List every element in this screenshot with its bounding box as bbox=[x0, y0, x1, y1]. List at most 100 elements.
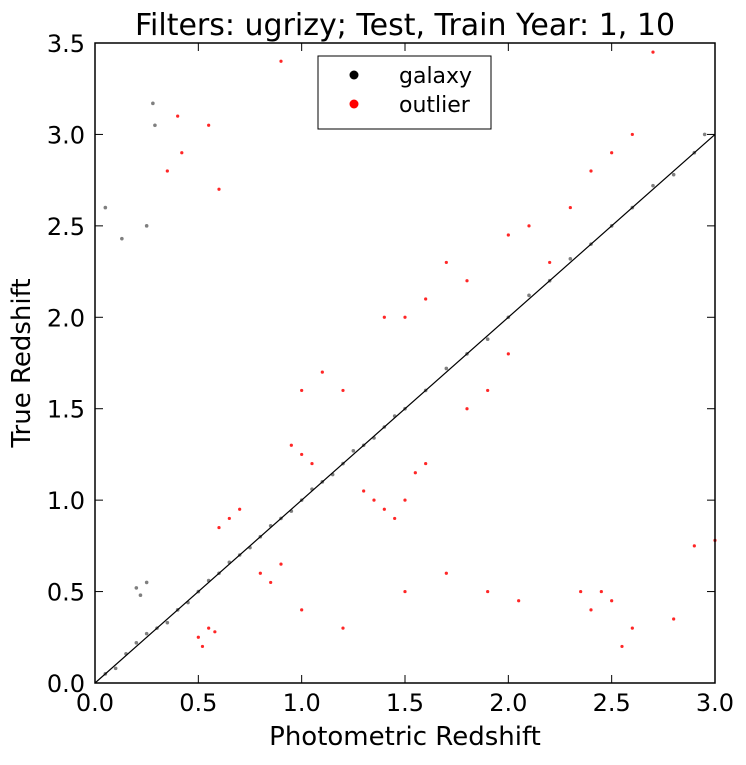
outlier-point bbox=[300, 608, 304, 612]
galaxy-point bbox=[702, 132, 707, 137]
outlier-point bbox=[527, 224, 531, 228]
y-tick-label: 3.5 bbox=[47, 30, 85, 58]
outlier-point bbox=[424, 297, 428, 301]
outlier-point bbox=[444, 260, 448, 265]
galaxy-point bbox=[103, 205, 108, 210]
x-tick-label: 2.0 bbox=[489, 689, 527, 717]
x-axis-title: Photometric Redshift bbox=[269, 722, 541, 752]
galaxy-point bbox=[165, 620, 170, 625]
galaxy-point bbox=[151, 101, 155, 106]
outlier-point bbox=[589, 169, 593, 173]
galaxy-point bbox=[134, 640, 139, 645]
y-tick-label: 2.5 bbox=[47, 213, 85, 241]
x-tick-label: 1.5 bbox=[386, 689, 424, 717]
outlier-point bbox=[300, 452, 304, 457]
galaxy-point bbox=[351, 448, 356, 453]
outlier-point bbox=[517, 599, 521, 603]
legend-label-galaxy: galaxy bbox=[399, 64, 472, 89]
outlier-point bbox=[506, 352, 510, 356]
outlier-point bbox=[486, 388, 490, 393]
outlier-point bbox=[672, 617, 676, 621]
outlier-point bbox=[180, 151, 184, 155]
outlier-point bbox=[341, 388, 345, 393]
outlier-point bbox=[362, 489, 366, 493]
plot-frame bbox=[94, 42, 716, 684]
outlier-point bbox=[279, 59, 283, 63]
x-tick-label: 3.0 bbox=[696, 689, 734, 717]
chart-title: Filters: ugrizy; Test, Train Year: 1, 10 bbox=[135, 8, 675, 43]
outlier-point bbox=[196, 635, 200, 639]
y-tick-label: 3.0 bbox=[47, 121, 85, 149]
galaxy-point bbox=[144, 224, 149, 228]
outlier-point bbox=[382, 315, 386, 319]
outlier-point bbox=[165, 169, 169, 173]
y-tick-label: 0.5 bbox=[47, 579, 85, 607]
galaxy-point bbox=[144, 631, 149, 636]
ticks-layer: 0.0 0.5 1.0 1.5 2.0 2.5 3.0 0.0 0.5 1.0 1.5 2.0 2.5 3… bbox=[47, 30, 734, 717]
outlier-point bbox=[217, 187, 221, 191]
outlier-point bbox=[620, 644, 624, 649]
outlier-point bbox=[610, 599, 614, 603]
outlier-point bbox=[413, 471, 417, 475]
outlier-point bbox=[692, 544, 696, 548]
outlier-point bbox=[548, 260, 552, 265]
x-tick-label: 2.5 bbox=[593, 689, 631, 717]
galaxy-point bbox=[113, 666, 118, 671]
y-tick-label: 1.0 bbox=[47, 487, 85, 515]
galaxy-point bbox=[444, 366, 449, 371]
galaxy-point bbox=[138, 593, 143, 598]
outlier-point bbox=[393, 516, 397, 521]
outlier-point bbox=[506, 233, 510, 237]
outlier-point bbox=[238, 507, 242, 511]
outlier-point bbox=[630, 626, 634, 630]
outlier-point bbox=[227, 516, 231, 521]
outlier-point bbox=[630, 132, 634, 137]
outlier-point bbox=[372, 498, 376, 502]
x-tick-label: 0.0 bbox=[76, 689, 114, 717]
galaxy-point bbox=[144, 580, 149, 585]
x-tick-label: 0.5 bbox=[179, 689, 217, 717]
outlier-point bbox=[310, 461, 314, 466]
outlier-point bbox=[207, 123, 211, 127]
outlier-point bbox=[213, 630, 217, 634]
outlier-point bbox=[579, 589, 583, 594]
galaxy-point bbox=[153, 123, 157, 128]
points-layer bbox=[103, 50, 717, 676]
outlier-point bbox=[217, 525, 221, 530]
outlier-point bbox=[382, 507, 386, 511]
outlier-point bbox=[610, 151, 614, 155]
outlier-point bbox=[568, 205, 572, 210]
y-tick-label: 0.0 bbox=[47, 670, 85, 698]
galaxy-point bbox=[485, 337, 490, 342]
outlier-point bbox=[599, 589, 603, 594]
galaxy-point bbox=[568, 256, 573, 261]
outlier-point bbox=[486, 589, 490, 594]
outlier-point bbox=[341, 626, 345, 630]
outlier-point bbox=[465, 407, 469, 411]
legend-box bbox=[317, 55, 492, 130]
outlier-point bbox=[465, 279, 469, 283]
outlier-point bbox=[258, 571, 262, 575]
identity-line bbox=[94, 133, 716, 684]
galaxy-point bbox=[120, 236, 124, 241]
outlier-point bbox=[300, 388, 304, 393]
legend-label-outlier: outlier bbox=[399, 93, 471, 118]
galaxy-point bbox=[671, 172, 676, 177]
outlier-point bbox=[444, 571, 448, 575]
legend: galaxy outlier bbox=[317, 55, 492, 130]
y-tick-label: 1.5 bbox=[47, 396, 85, 424]
legend-marker-outlier bbox=[349, 99, 359, 109]
x-tick-label: 1.0 bbox=[283, 689, 321, 717]
outlier-point bbox=[269, 580, 273, 585]
outlier-point bbox=[651, 50, 655, 54]
outlier-point bbox=[200, 644, 205, 649]
outlier-point bbox=[589, 608, 593, 612]
legend-marker-galaxy bbox=[349, 70, 359, 80]
outlier-point bbox=[176, 114, 180, 118]
galaxy-point bbox=[651, 183, 655, 188]
outlier-point bbox=[403, 315, 407, 319]
outlier-point bbox=[424, 461, 428, 466]
outlier-point bbox=[320, 370, 324, 374]
galaxy-point bbox=[134, 586, 139, 590]
